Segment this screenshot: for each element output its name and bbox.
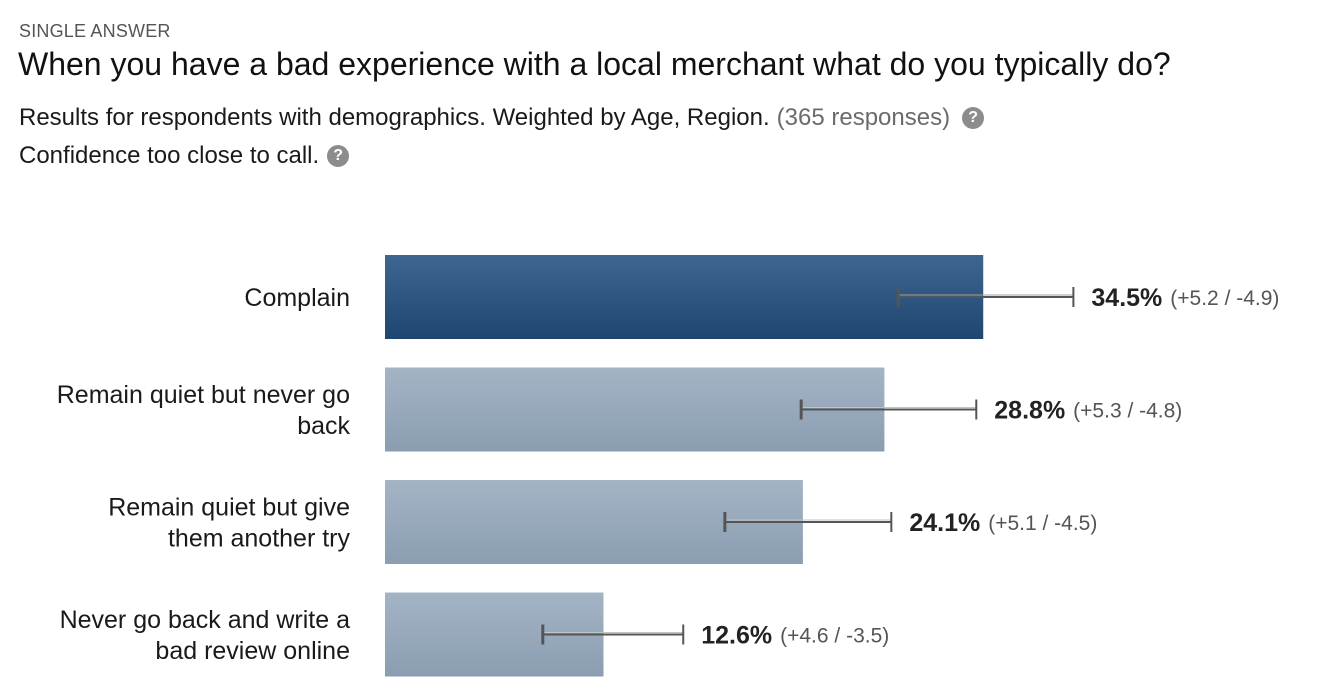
question-title: When you have a bad experience with a lo… — [18, 46, 1171, 82]
bar-1 — [385, 255, 984, 339]
margin-of-error-label: (+5.1 / -4.5) — [988, 512, 1097, 535]
value-label: 24.1% — [909, 509, 980, 537]
confidence-summary: Confidence too close to call. ? — [19, 142, 350, 170]
results-summary: Results for respondents with demographic… — [19, 104, 985, 132]
response-count: (365 responses) — [776, 104, 951, 131]
value-label: 12.6% — [701, 622, 772, 650]
results-description: Results for respondents with demographic… — [19, 104, 770, 131]
category-label: them another try — [168, 525, 351, 553]
category-label: Complain — [244, 284, 350, 312]
margin-of-error-label: (+4.6 / -3.5) — [780, 625, 889, 648]
category-label: back — [297, 412, 350, 440]
question-type-label: SINGLE ANSWER — [19, 21, 171, 41]
confidence-text: Confidence too close to call. — [19, 142, 320, 169]
value-label: 28.8% — [994, 397, 1065, 425]
value-label: 34.5% — [1091, 284, 1162, 312]
margin-of-error-label: (+5.3 / -4.8) — [1073, 400, 1182, 423]
category-label: bad review online — [155, 637, 350, 665]
category-label: Remain quiet but never go — [57, 381, 350, 409]
question-mark-circle-icon[interactable]: ? — [962, 107, 985, 129]
category-label: Never go back and write a — [60, 606, 351, 634]
category-label: Remain quiet but give — [108, 494, 350, 522]
margin-of-error-label: (+5.2 / -4.9) — [1170, 287, 1279, 310]
question-mark-circle-icon[interactable]: ? — [327, 145, 350, 167]
